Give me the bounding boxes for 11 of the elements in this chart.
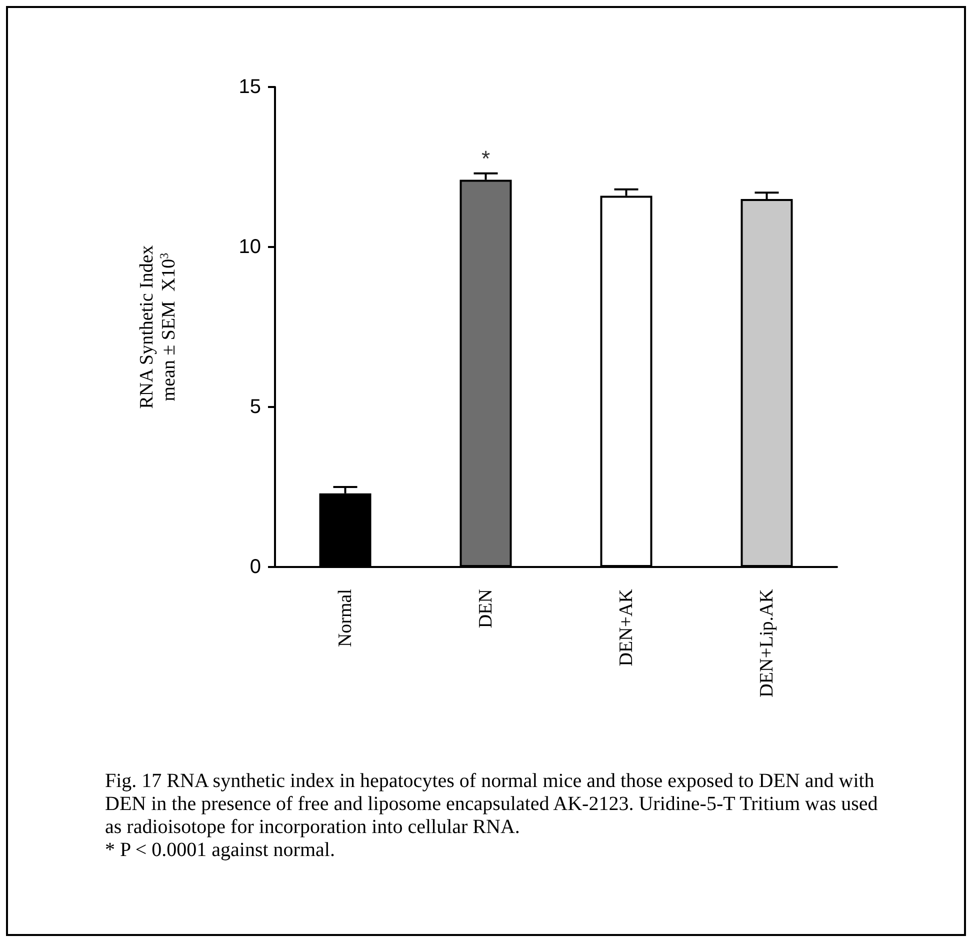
x-tick-label: Normal <box>334 589 356 648</box>
x-tick-label: DEN <box>475 588 496 628</box>
annotation: * <box>481 146 490 171</box>
x-tick-label: DEN+AK <box>616 588 637 666</box>
caption: Fig. 17 RNA synthetic index in hepatocytes of normal mice and those exposed to DEN and with DEN in the presence of free and liposome encapsulated AK-2123. Uridine-5-T Tritium was used as radioisotope for incorporation into cellular RNA. <box>105 770 879 839</box>
x-tick-label: DEN+Lip.AK <box>756 588 778 698</box>
text: * P < 0.0001 against normal. <box>105 839 336 862</box>
y-tick-label: 5 <box>250 396 261 418</box>
y-tick-label: 15 <box>238 76 261 98</box>
y-tick-label: 10 <box>238 236 261 258</box>
y-tick-label: 0 <box>250 556 261 578</box>
